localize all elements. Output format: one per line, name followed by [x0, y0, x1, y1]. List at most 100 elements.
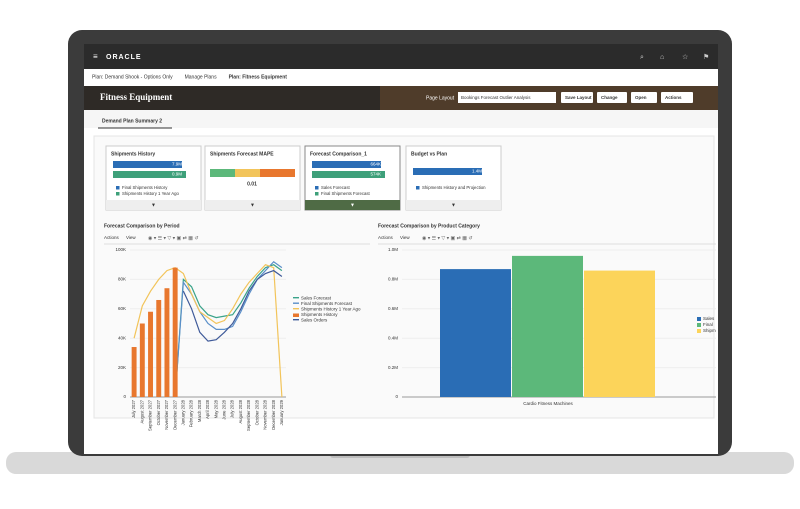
x-tick-label: February 2028 [189, 399, 194, 427]
card-bar-label: 574K [370, 172, 381, 177]
card-footer [305, 200, 400, 210]
expand-icon[interactable]: ▼ [451, 202, 456, 208]
x-tick-label: January 2029 [279, 399, 284, 425]
y-tick-label: 0 [123, 394, 126, 399]
button-label: Open [635, 95, 647, 100]
toolbar-icons: ◉ ▾ ☰ ▾ ▽ ▾ ▣ ⇄ ▦ ↺ [148, 235, 199, 241]
chart-title: Forecast Comparison by Product Category [378, 223, 480, 229]
menu-icon[interactable]: ≡ [93, 52, 98, 61]
expand-icon[interactable]: ▼ [350, 202, 355, 208]
icon[interactable]: ☆ [682, 53, 688, 61]
bar [139, 323, 145, 397]
breadcrumb[interactable]: Manage Plans [185, 74, 217, 80]
legend-swatch [697, 329, 701, 333]
card-footer [205, 200, 300, 210]
line [182, 269, 283, 342]
legend-label: Shipments History and Projection [422, 185, 486, 190]
x-tick-label: July 2028 [230, 399, 235, 418]
legend-label: Sales [703, 316, 715, 321]
button[interactable] [561, 92, 593, 103]
charts: Forecast Comparison by Period Actions View… [104, 223, 716, 431]
card-bar [113, 161, 182, 168]
laptop-base [6, 452, 794, 474]
bar [148, 311, 153, 397]
chart-title: Forecast Comparison by Period [104, 223, 180, 229]
legend-swatch [116, 186, 120, 190]
icon[interactable]: ⚑ [703, 53, 709, 61]
card-bar [413, 168, 482, 175]
legend-swatch [293, 302, 299, 304]
breadcrumb[interactable]: Plan: Demand Shook - Options Only [92, 74, 173, 80]
legend-swatch [315, 186, 319, 190]
tab[interactable]: Demand Plan Summary 2 [102, 118, 162, 124]
cards: Shipments History ▼ 7.9M 0.9M Final Shipment… [105, 145, 502, 211]
card[interactable] [405, 145, 502, 211]
button[interactable] [597, 92, 627, 103]
label: Page Layout [426, 95, 455, 101]
x-tick-label: Cardio Fitness Machines [523, 401, 573, 406]
legend-label: Shipments History [301, 312, 338, 317]
mape-segment [235, 169, 260, 177]
card-title: Forecast Comparison_1 [310, 151, 367, 157]
bar [584, 270, 655, 397]
bar [131, 347, 137, 397]
card-bar [113, 171, 186, 178]
breadcrumb[interactable]: Plan: Fitness Equipment [229, 74, 288, 80]
legend-label: Sales Forecast [321, 185, 350, 190]
card-footer [406, 200, 501, 210]
card[interactable] [204, 145, 301, 211]
legend-swatch [293, 313, 299, 317]
legend-label: Final [703, 322, 713, 327]
expand-icon[interactable]: ▼ [151, 202, 156, 208]
button[interactable] [631, 92, 657, 103]
card-bar [312, 171, 385, 178]
legend-swatch [697, 317, 701, 321]
toolbar-item[interactable]: Actions [378, 235, 394, 240]
card-value: 0.01 [247, 181, 257, 187]
x-tick-label: March 2028 [197, 399, 202, 422]
bar [440, 269, 511, 397]
icon[interactable]: ⌕ [640, 54, 644, 61]
y-tick-label: 40K [118, 335, 126, 340]
x-tick-label: May 2028 [213, 399, 218, 418]
x-tick-label: January 2028 [180, 399, 185, 425]
card-title: Shipments Forecast MAPE [210, 151, 274, 157]
toolbar-item[interactable]: View [126, 235, 136, 240]
x-tick-label: July 2027 [131, 399, 136, 418]
legend-label: Shipments History 1 Year Ago [301, 307, 361, 312]
legend-label: Final Shipments Forecast [321, 191, 371, 196]
legend-label: Shipm [703, 328, 716, 333]
icon[interactable]: ⌂ [660, 54, 664, 61]
bar [172, 267, 178, 397]
toolbar-item[interactable]: Actions [104, 235, 120, 240]
mape-segment [210, 169, 235, 177]
y-tick-label: 0.2M [388, 365, 398, 370]
card-title: Budget vs Plan [411, 151, 447, 157]
y-tick-label: 0 [395, 394, 398, 399]
legend-swatch [293, 319, 299, 321]
layout-value: Bookings Forecast Outlier Analysis [461, 95, 531, 100]
legend-label: Sales Forecast [301, 296, 332, 301]
y-tick-label: 60K [118, 306, 126, 311]
button[interactable] [661, 92, 693, 103]
card-footer [106, 200, 201, 210]
card-bar-label: 1.4M [472, 169, 482, 174]
bar [164, 288, 170, 397]
x-tick-label: November 2028 [263, 399, 268, 429]
y-tick-label: 1.0M [388, 247, 398, 252]
x-tick-label: December 2027 [172, 399, 177, 429]
legend-label: Sales Orders [301, 318, 328, 323]
x-tick-label: December 2028 [271, 399, 276, 429]
page-title: Fitness Equipment [100, 92, 172, 102]
breadcrumbs: Plan: Demand Shook - Options Only Manage … [92, 74, 287, 80]
card-bar-label: 7.9M [172, 162, 182, 167]
toolbar-item[interactable]: View [400, 235, 410, 240]
expand-icon[interactable]: ▼ [250, 202, 255, 208]
x-tick-label: October 2028 [254, 399, 259, 425]
tab-bar [84, 110, 718, 128]
x-tick-label: August 2028 [238, 399, 243, 423]
brand: ORACLE [106, 54, 142, 61]
layout-select[interactable] [458, 92, 556, 103]
y-tick-label: 100K [115, 247, 126, 252]
